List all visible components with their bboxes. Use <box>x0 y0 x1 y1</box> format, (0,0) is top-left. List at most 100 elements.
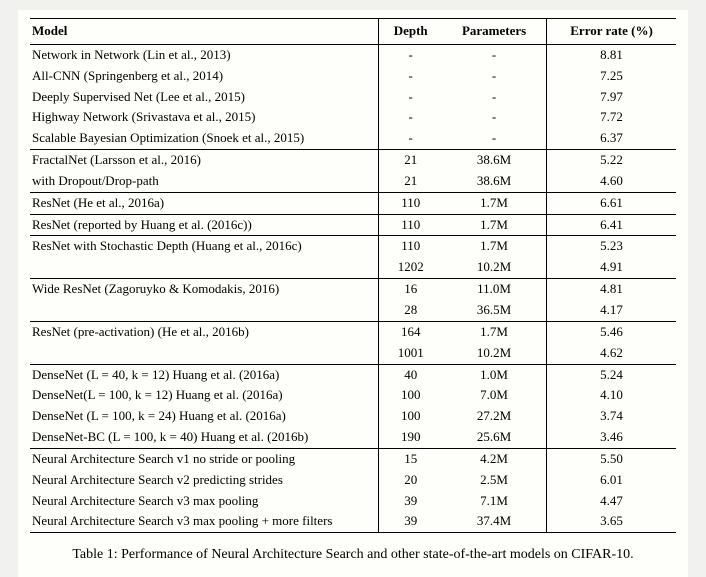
cell-depth: 164 <box>379 321 442 342</box>
cell-error: 3.65 <box>547 511 676 532</box>
cell-params: 1.0M <box>442 364 547 385</box>
table-row: DenseNet(L = 100, k = 12) Huang et al. (… <box>30 385 676 406</box>
cell-error: 8.81 <box>547 44 676 65</box>
cell-error: 4.17 <box>547 300 676 321</box>
cell-model <box>30 257 379 278</box>
cell-depth: 28 <box>379 300 442 321</box>
table-row: Scalable Bayesian Optimization (Snoek et… <box>30 128 676 149</box>
cell-params: 25.6M <box>442 427 547 448</box>
cell-depth: - <box>379 66 442 87</box>
cell-model: ResNet (pre-activation) (He et al., 2016… <box>30 321 379 342</box>
cell-model: ResNet with Stochastic Depth (Huang et a… <box>30 236 379 257</box>
cell-model: FractalNet (Larsson et al., 2016) <box>30 150 379 171</box>
cell-params: - <box>442 66 547 87</box>
cell-params: 27.2M <box>442 406 547 427</box>
cell-depth: 190 <box>379 427 442 448</box>
cell-params: 38.6M <box>442 171 547 192</box>
cell-error: 4.91 <box>547 257 676 278</box>
cell-error: 6.61 <box>547 192 676 214</box>
cell-error: 7.25 <box>547 66 676 87</box>
table-row: 2836.5M4.17 <box>30 300 676 321</box>
cell-model: ResNet (reported by Huang et al. (2016c)… <box>30 214 379 236</box>
cell-params: 7.0M <box>442 385 547 406</box>
header-row: Model Depth Parameters Error rate (%) <box>30 19 676 45</box>
cell-error: 5.46 <box>547 321 676 342</box>
cell-model: Neural Architecture Search v1 no stride … <box>30 448 379 469</box>
cell-error: 5.23 <box>547 236 676 257</box>
cell-params: 37.4M <box>442 511 547 532</box>
cell-params: 36.5M <box>442 300 547 321</box>
cell-depth: 39 <box>379 491 442 512</box>
cell-error: 4.60 <box>547 171 676 192</box>
table-row: Neural Architecture Search v3 max poolin… <box>30 511 676 532</box>
table-row: Highway Network (Srivastava et al., 2015… <box>30 107 676 128</box>
cell-depth: 15 <box>379 448 442 469</box>
table-row: DenseNet (L = 40, k = 12) Huang et al. (… <box>30 364 676 385</box>
col-model: Model <box>30 19 379 45</box>
table-row: 100110.2M4.62 <box>30 343 676 364</box>
table-row: Neural Architecture Search v3 max poolin… <box>30 491 676 512</box>
cell-params: 1.7M <box>442 192 547 214</box>
cell-depth: 110 <box>379 214 442 236</box>
cell-error: 4.47 <box>547 491 676 512</box>
table-row: Wide ResNet (Zagoruyko & Komodakis, 2016… <box>30 279 676 300</box>
cell-model: DenseNet (L = 100, k = 24) Huang et al. … <box>30 406 379 427</box>
cell-error: 7.72 <box>547 107 676 128</box>
cell-model: Neural Architecture Search v2 predicting… <box>30 470 379 491</box>
table-row: Neural Architecture Search v1 no stride … <box>30 448 676 469</box>
cell-model: Highway Network (Srivastava et al., 2015… <box>30 107 379 128</box>
table-row: 120210.2M4.91 <box>30 257 676 278</box>
cell-params: - <box>442 44 547 65</box>
cell-model: Wide ResNet (Zagoruyko & Komodakis, 2016… <box>30 279 379 300</box>
cell-error: 7.97 <box>547 87 676 108</box>
cell-params: 11.0M <box>442 279 547 300</box>
cell-depth: - <box>379 87 442 108</box>
cell-params: 1.7M <box>442 321 547 342</box>
cell-depth: 21 <box>379 150 442 171</box>
cell-error: 5.24 <box>547 364 676 385</box>
table-row: Neural Architecture Search v2 predicting… <box>30 470 676 491</box>
cell-params: 1.7M <box>442 214 547 236</box>
cell-depth: 110 <box>379 192 442 214</box>
cell-depth: - <box>379 128 442 149</box>
cell-model: All-CNN (Springenberg et al., 2014) <box>30 66 379 87</box>
cell-params: 38.6M <box>442 150 547 171</box>
table-row: All-CNN (Springenberg et al., 2014)--7.2… <box>30 66 676 87</box>
cell-params: 4.2M <box>442 448 547 469</box>
cell-model: Network in Network (Lin et al., 2013) <box>30 44 379 65</box>
table-row: ResNet with Stochastic Depth (Huang et a… <box>30 236 676 257</box>
cell-depth: 20 <box>379 470 442 491</box>
cell-depth: 100 <box>379 385 442 406</box>
cell-error: 6.01 <box>547 470 676 491</box>
cell-error: 6.41 <box>547 214 676 236</box>
cell-params: 10.2M <box>442 343 547 364</box>
cell-params: 2.5M <box>442 470 547 491</box>
results-table: Model Depth Parameters Error rate (%) Ne… <box>30 18 676 533</box>
page-container: Model Depth Parameters Error rate (%) Ne… <box>18 10 688 577</box>
cell-params: - <box>442 128 547 149</box>
cell-model: ResNet (He et al., 2016a) <box>30 192 379 214</box>
cell-params: 1.7M <box>442 236 547 257</box>
cell-error: 4.10 <box>547 385 676 406</box>
cell-params: - <box>442 87 547 108</box>
table-row: ResNet (pre-activation) (He et al., 2016… <box>30 321 676 342</box>
cell-model: Scalable Bayesian Optimization (Snoek et… <box>30 128 379 149</box>
cell-params: 7.1M <box>442 491 547 512</box>
cell-model: DenseNet-BC (L = 100, k = 40) Huang et a… <box>30 427 379 448</box>
cell-model: Neural Architecture Search v3 max poolin… <box>30 491 379 512</box>
cell-depth: 16 <box>379 279 442 300</box>
table-caption: Table 1: Performance of Neural Architect… <box>30 547 676 563</box>
cell-error: 5.22 <box>547 150 676 171</box>
table-row: FractalNet (Larsson et al., 2016)2138.6M… <box>30 150 676 171</box>
table-row: Network in Network (Lin et al., 2013)--8… <box>30 44 676 65</box>
table-row: DenseNet (L = 100, k = 24) Huang et al. … <box>30 406 676 427</box>
table-row: ResNet (reported by Huang et al. (2016c)… <box>30 214 676 236</box>
col-params: Parameters <box>442 19 547 45</box>
cell-model: Neural Architecture Search v3 max poolin… <box>30 511 379 532</box>
table-row: ResNet (He et al., 2016a)1101.7M6.61 <box>30 192 676 214</box>
cell-depth: 39 <box>379 511 442 532</box>
cell-model: with Dropout/Drop-path <box>30 171 379 192</box>
cell-error: 5.50 <box>547 448 676 469</box>
cell-model: Deeply Supervised Net (Lee et al., 2015) <box>30 87 379 108</box>
cell-depth: 100 <box>379 406 442 427</box>
